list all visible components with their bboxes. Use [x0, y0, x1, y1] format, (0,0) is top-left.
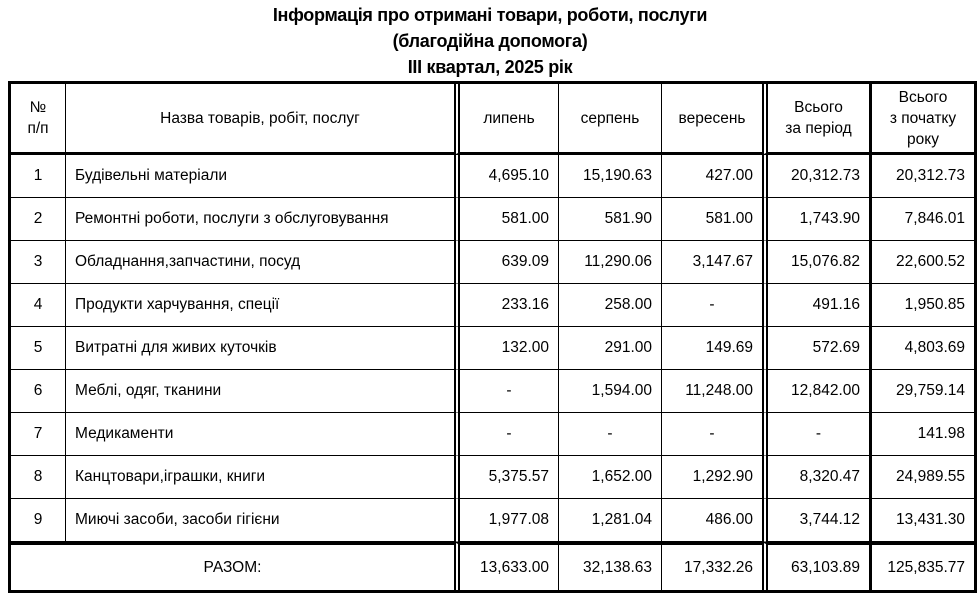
year-total-cell: 24,989.55 — [869, 456, 974, 499]
august-value-cell: 15,190.63 — [559, 155, 662, 198]
september-value-cell: - — [662, 413, 762, 456]
row-number-cell: 5 — [11, 327, 66, 370]
july-value-cell: 1,977.08 — [454, 499, 559, 542]
september-value-cell: 581.00 — [662, 198, 762, 241]
period-total-cell: 12,842.00 — [762, 370, 869, 413]
table-row: 5 Витратні для живих куточків 132.00 291… — [11, 327, 974, 370]
august-value-cell: 581.90 — [559, 198, 662, 241]
period-total-cell: 3,744.12 — [762, 499, 869, 542]
august-value-cell: 258.00 — [559, 284, 662, 327]
year-total-cell: 4,803.69 — [869, 327, 974, 370]
year-total-cell: 20,312.73 — [869, 155, 974, 198]
column-header-total-period: Всього за період — [762, 84, 869, 155]
row-number-cell: 1 — [11, 155, 66, 198]
item-name-cell: Миючі засоби, засоби гігієни — [66, 499, 454, 542]
total-july-cell: 13,633.00 — [454, 542, 559, 590]
table-row: 7 Медикаменти - - - - 141.98 — [11, 413, 974, 456]
title-line-3: ІІІ квартал, 2025 рік — [407, 57, 573, 77]
total-year-cell: 125,835.77 — [869, 542, 974, 590]
august-value-cell: - — [559, 413, 662, 456]
row-number-cell: 8 — [11, 456, 66, 499]
total-period-cell: 63,103.89 — [762, 542, 869, 590]
september-value-cell: 486.00 — [662, 499, 762, 542]
table-row: 9 Миючі засоби, засоби гігієни 1,977.08 … — [11, 499, 974, 542]
july-value-cell: 233.16 — [454, 284, 559, 327]
table-row: 3 Обладнання,запчастини, посуд 639.09 11… — [11, 241, 974, 284]
september-value-cell: 11,248.00 — [662, 370, 762, 413]
july-value-cell: - — [454, 413, 559, 456]
table-row: 1 Будівельні матеріали 4,695.10 15,190.6… — [11, 155, 974, 198]
column-header-september: вересень — [662, 84, 762, 155]
header-row: № п/п Назва товарів, робіт, послуг липен… — [11, 84, 974, 155]
period-total-cell: 15,076.82 — [762, 241, 869, 284]
page-title: Інформація про отримані товари, роботи, … — [0, 0, 980, 80]
september-value-cell: 427.00 — [662, 155, 762, 198]
august-value-cell: 1,594.00 — [559, 370, 662, 413]
august-value-cell: 1,281.04 — [559, 499, 662, 542]
row-number-cell: 4 — [11, 284, 66, 327]
item-name-cell: Витратні для живих куточків — [66, 327, 454, 370]
august-value-cell: 291.00 — [559, 327, 662, 370]
july-value-cell: 639.09 — [454, 241, 559, 284]
table-footer: РАЗОМ: 13,633.00 32,138.63 17,332.26 63,… — [11, 542, 974, 590]
item-name-cell: Медикаменти — [66, 413, 454, 456]
year-total-cell: 22,600.52 — [869, 241, 974, 284]
total-label-cell: РАЗОМ: — [11, 542, 454, 590]
row-number-cell: 6 — [11, 370, 66, 413]
column-header-july: липень — [454, 84, 559, 155]
period-total-cell: 20,312.73 — [762, 155, 869, 198]
item-name-cell: Продукти харчування, спеції — [66, 284, 454, 327]
year-total-cell: 13,431.30 — [869, 499, 974, 542]
september-value-cell: 3,147.67 — [662, 241, 762, 284]
row-number-cell: 7 — [11, 413, 66, 456]
july-value-cell: 132.00 — [454, 327, 559, 370]
september-value-cell: 1,292.90 — [662, 456, 762, 499]
period-total-cell: 1,743.90 — [762, 198, 869, 241]
august-value-cell: 11,290.06 — [559, 241, 662, 284]
july-value-cell: 581.00 — [454, 198, 559, 241]
period-total-cell: 491.16 — [762, 284, 869, 327]
year-total-cell: 29,759.14 — [869, 370, 974, 413]
year-total-cell: 7,846.01 — [869, 198, 974, 241]
september-value-cell: 149.69 — [662, 327, 762, 370]
table-row: 6 Меблі, одяг, тканини - 1,594.00 11,248… — [11, 370, 974, 413]
title-line-1: Інформація про отримані товари, роботи, … — [272, 5, 708, 25]
july-value-cell: 4,695.10 — [454, 155, 559, 198]
period-total-cell: 572.69 — [762, 327, 869, 370]
total-september-cell: 17,332.26 — [662, 542, 762, 590]
row-number-cell: 9 — [11, 499, 66, 542]
total-row: РАЗОМ: 13,633.00 32,138.63 17,332.26 63,… — [11, 542, 974, 590]
table-body: 1 Будівельні матеріали 4,695.10 15,190.6… — [11, 155, 974, 542]
year-total-cell: 141.98 — [869, 413, 974, 456]
august-value-cell: 1,652.00 — [559, 456, 662, 499]
year-total-cell: 1,950.85 — [869, 284, 974, 327]
july-value-cell: - — [454, 370, 559, 413]
item-name-cell: Канцтовари,іграшки, книги — [66, 456, 454, 499]
column-header-august: серпень — [559, 84, 662, 155]
total-august-cell: 32,138.63 — [559, 542, 662, 590]
item-name-cell: Обладнання,запчастини, посуд — [66, 241, 454, 284]
report-table: № п/п Назва товарів, робіт, послуг липен… — [8, 81, 977, 593]
period-total-cell: - — [762, 413, 869, 456]
table-row: 8 Канцтовари,іграшки, книги 5,375.57 1,6… — [11, 456, 974, 499]
column-header-row-number: № п/п — [11, 84, 66, 155]
item-name-cell: Ремонтні роботи, послуги з обслуговуванн… — [66, 198, 454, 241]
period-total-cell: 8,320.47 — [762, 456, 869, 499]
column-header-total-year: Всього з початку року — [869, 84, 974, 155]
table-header: № п/п Назва товарів, робіт, послуг липен… — [11, 84, 974, 155]
row-number-cell: 3 — [11, 241, 66, 284]
july-value-cell: 5,375.57 — [454, 456, 559, 499]
column-header-item-name: Назва товарів, робіт, послуг — [66, 84, 454, 155]
item-name-cell: Будівельні матеріали — [66, 155, 454, 198]
item-name-cell: Меблі, одяг, тканини — [66, 370, 454, 413]
table-row: 4 Продукти харчування, спеції 233.16 258… — [11, 284, 974, 327]
september-value-cell: - — [662, 284, 762, 327]
title-line-2: (благодійна допомога) — [392, 31, 588, 51]
row-number-cell: 2 — [11, 198, 66, 241]
table-row: 2 Ремонтні роботи, послуги з обслуговува… — [11, 198, 974, 241]
